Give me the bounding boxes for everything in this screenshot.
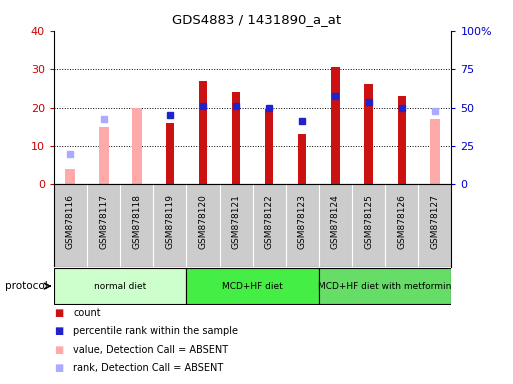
Text: GSM878126: GSM878126 — [397, 194, 406, 249]
Text: ■: ■ — [54, 326, 63, 336]
FancyBboxPatch shape — [186, 268, 319, 304]
Bar — [98, 127, 109, 184]
Text: GSM878121: GSM878121 — [231, 194, 241, 249]
Bar — [364, 84, 373, 184]
FancyBboxPatch shape — [54, 268, 186, 304]
Text: GDS4883 / 1431890_a_at: GDS4883 / 1431890_a_at — [172, 13, 341, 26]
Text: count: count — [73, 308, 101, 318]
Text: percentile rank within the sample: percentile rank within the sample — [73, 326, 239, 336]
Text: MCD+HF diet with metformin: MCD+HF diet with metformin — [319, 281, 452, 291]
Bar — [298, 134, 306, 184]
Bar — [132, 108, 142, 184]
Text: GSM878118: GSM878118 — [132, 194, 141, 249]
Text: ■: ■ — [54, 345, 63, 355]
Text: GSM878122: GSM878122 — [265, 194, 274, 249]
Text: GSM878125: GSM878125 — [364, 194, 373, 249]
Text: GSM878116: GSM878116 — [66, 194, 75, 249]
Text: GSM878123: GSM878123 — [298, 194, 307, 249]
Bar — [166, 123, 174, 184]
FancyBboxPatch shape — [319, 268, 451, 304]
Text: GSM878124: GSM878124 — [331, 194, 340, 249]
Bar — [265, 109, 273, 184]
Text: GSM878127: GSM878127 — [430, 194, 439, 249]
Bar — [232, 92, 240, 184]
Text: protocol: protocol — [5, 281, 48, 291]
Text: GSM878117: GSM878117 — [99, 194, 108, 249]
Text: GSM878120: GSM878120 — [199, 194, 207, 249]
Bar — [331, 67, 340, 184]
Text: rank, Detection Call = ABSENT: rank, Detection Call = ABSENT — [73, 363, 224, 373]
Text: ■: ■ — [54, 363, 63, 373]
Bar — [398, 96, 406, 184]
Text: ■: ■ — [54, 308, 63, 318]
Bar — [199, 81, 207, 184]
Text: value, Detection Call = ABSENT: value, Detection Call = ABSENT — [73, 345, 228, 355]
Text: MCD+HF diet: MCD+HF diet — [222, 281, 283, 291]
Bar — [66, 169, 75, 184]
Text: GSM878119: GSM878119 — [165, 194, 174, 249]
Bar — [430, 119, 440, 184]
Text: normal diet: normal diet — [94, 281, 146, 291]
